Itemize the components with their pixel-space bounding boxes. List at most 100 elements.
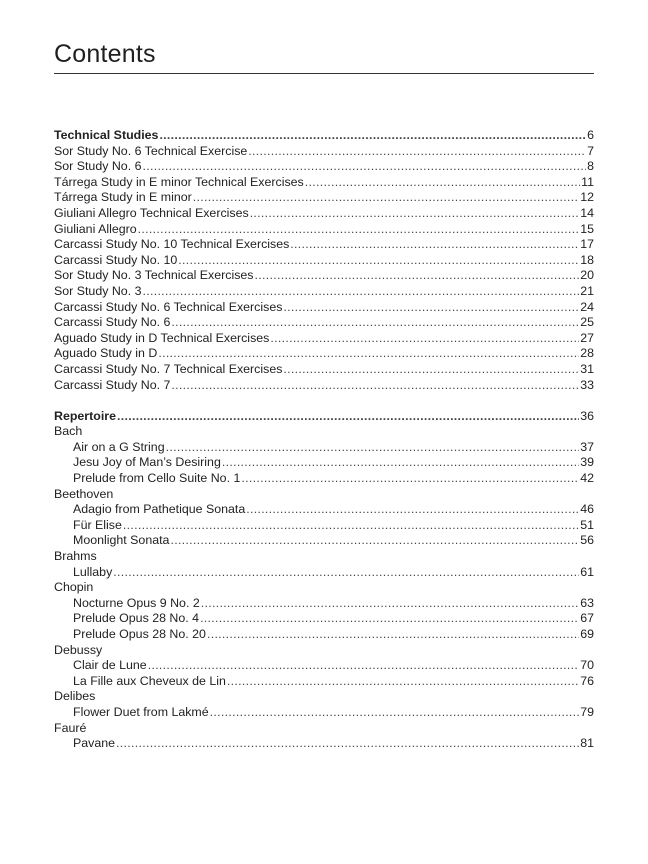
entry-title: Delibes [54,689,96,704]
dot-leader [222,455,579,471]
entry-title: Adagio from Pathetique Sonata [73,502,246,517]
entry-title: Tárrega Study in E minor Technical Exerc… [54,174,304,189]
page-number: 63 [580,595,594,610]
entry-title: Prelude from Cello Suite No. 1 [73,471,241,486]
entry-title: Für Elise [73,517,122,532]
toc-entry[interactable]: Jesu Joy of Man’s Desiring 39 [54,455,594,471]
page-number: 11 [581,174,594,189]
dot-leader [305,175,580,191]
toc-entry[interactable]: Adagio from Pathetique Sonata 46 [54,502,594,518]
toc-entry[interactable]: Aguado Study in D Technical Exercises 27 [54,331,594,347]
entry-title: Bach [54,424,83,439]
page-number: 8 [587,159,594,174]
entry-title: Beethoven [54,486,114,501]
table-of-contents: Technical Studies 6 Sor Study No. 6 Techni… [54,128,594,752]
entry-title: Carcassi Study No. 10 [54,252,178,267]
composer-heading[interactable]: Delibes [54,689,594,705]
dot-leader [116,736,579,752]
section-heading[interactable]: Technical Studies 6 [54,128,594,144]
page-number: 15 [580,221,594,236]
page-title: Contents [54,40,156,68]
entry-title: Lullaby [73,564,113,579]
toc-entry[interactable]: Sor Study No. 3 Technical Exercises 20 [54,268,594,284]
page-number: 81 [580,736,594,751]
dot-leader [246,502,579,518]
toc-entry[interactable]: Giuliani Allegro 15 [54,222,594,238]
page-number: 69 [580,627,594,641]
composer-heading[interactable]: Beethoven [54,487,594,503]
toc-entry[interactable]: Aguado Study in D 28 [54,346,594,362]
entry-title: Fauré [54,720,87,735]
toc-entry[interactable]: Sor Study No. 6 Technical Exercise 7 [54,144,594,160]
toc-entry[interactable]: Prelude Opus 28 No. 20 69 [54,627,594,643]
toc-entry[interactable]: Lullaby 61 [54,565,594,581]
entry-title: Carcassi Study No. 10 Technical Exercise… [54,237,290,252]
page-number: 31 [580,361,594,376]
entry-title: Prelude Opus 28 No. 4 [73,611,200,626]
page-number: 51 [580,517,594,532]
title-divider [54,73,594,74]
toc-entry[interactable]: Tárrega Study in E minor 12 [54,190,594,206]
dot-leader [142,284,579,300]
page-number: 42 [580,471,594,486]
toc-entry[interactable]: Nocturne Opus 9 No. 2 63 [54,596,594,612]
composer-heading[interactable]: Brahms [54,549,594,565]
toc-entry[interactable]: Carcassi Study No. 7 33 [54,378,594,394]
dot-leader [270,331,579,347]
toc-entry[interactable]: Carcassi Study No. 6 25 [54,315,594,331]
toc-entry[interactable]: Carcassi Study No. 10 Technical Exercise… [54,237,594,253]
page-number: 7 [587,143,594,158]
toc-entry[interactable]: Giuliani Allegro Technical Exercises 14 [54,206,594,222]
entry-title: Tárrega Study in E minor [54,190,192,205]
page-number: 25 [580,315,594,330]
section-heading[interactable]: Repertoire 36 [54,409,594,425]
toc-entry[interactable]: Pavane 81 [54,736,594,752]
page-number: 21 [580,283,594,298]
toc-entry[interactable]: Prelude Opus 28 No. 4 67 [54,611,594,627]
toc-entry[interactable]: Tárrega Study in E minor Technical Exerc… [54,175,594,191]
page-number: 56 [580,533,594,548]
dot-leader [171,378,579,394]
composer-heading[interactable]: Chopin [54,580,594,596]
dot-leader [193,190,579,206]
toc-entry[interactable]: Air on a G String 37 [54,440,594,456]
toc-entry[interactable]: Moonlight Sonata 56 [54,533,594,549]
entry-title: Moonlight Sonata [73,533,170,548]
toc-entry[interactable]: Carcassi Study No. 7 Technical Exercises… [54,362,594,378]
toc-entry[interactable]: Für Elise 51 [54,518,594,534]
entry-title: Brahms [54,549,97,564]
entry-title: Technical Studies [54,128,159,142]
dot-leader [142,159,586,175]
dot-leader [113,565,579,581]
entry-title: Sor Study No. 6 Technical Exercise [54,143,248,158]
page-number: 6 [587,128,594,142]
toc-entry[interactable]: Carcassi Study No. 6 Technical Exercises… [54,300,594,316]
toc-entry[interactable]: Sor Study No. 3 21 [54,284,594,300]
dot-leader [248,144,586,160]
entry-title: Aguado Study in D [54,346,158,361]
toc-entry[interactable]: La Fille aux Cheveux de Lin 76 [54,674,594,690]
toc-entry[interactable]: Carcassi Study No. 10 18 [54,253,594,269]
dot-leader [171,315,579,331]
entry-title: Clair de Lune [73,658,147,673]
composer-heading[interactable]: Fauré [54,721,594,737]
entry-title: Sor Study No. 3 [54,283,142,298]
toc-entry[interactable]: Sor Study No. 6 8 [54,159,594,175]
toc-entry[interactable]: Clair de Lune 70 [54,658,594,674]
entry-title: Air on a G String [73,439,165,454]
composer-heading[interactable]: Bach [54,424,594,440]
toc-entry[interactable]: Flower Duet from Lakmé 79 [54,705,594,721]
dot-leader [148,658,580,674]
composer-heading[interactable]: Debussy [54,643,594,659]
dot-leader [255,268,580,284]
entry-title: Pavane [73,736,116,751]
dot-leader [283,362,579,378]
page-number: 46 [580,502,594,517]
toc-entry[interactable]: Prelude from Cello Suite No. 1 42 [54,471,594,487]
page-number: 79 [580,704,594,719]
page-number: 33 [580,377,594,392]
page-number: 18 [580,252,594,267]
entry-title: Aguado Study in D Technical Exercises [54,330,270,345]
entry-title: Flower Duet from Lakmé [73,704,209,719]
page-number: 67 [580,611,594,626]
